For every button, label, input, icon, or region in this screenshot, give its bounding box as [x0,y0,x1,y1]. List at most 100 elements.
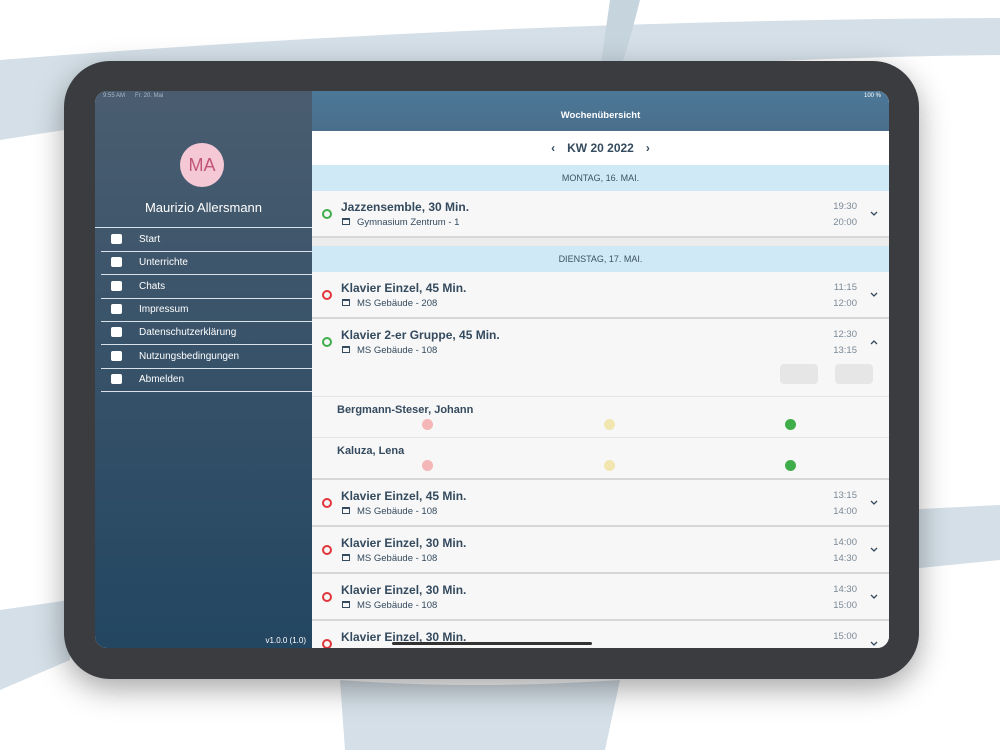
participant-name: Bergmann-Steser, Johann [337,404,474,416]
status-dot [322,592,332,602]
status-dot [322,290,332,300]
menu-item[interactable]: Datenschutzerklärung [101,321,312,346]
day-gap [312,238,889,246]
week-label: KW 20 2022 [567,141,634,155]
menu-item[interactable]: Start [101,228,312,252]
menu-label: Nutzungsbedingungen [139,350,240,362]
lesson-title: Jazzensemble, 30 Min. [341,200,470,214]
menu-item[interactable]: Abmelden [101,368,312,392]
house-icon [342,507,350,514]
expand-chevron[interactable] [869,639,879,648]
menu-item[interactable]: Nutzungsbedingungen [101,345,312,369]
main: Wochenübersicht 100 % ‹ KW 20 2022 › MONTA… [312,91,889,648]
start-time: 11:15 [833,282,857,293]
lesson-head: Klavier Einzel, 30 Min. 15:00 [312,621,889,648]
lesson-head: Klavier Einzel, 30 Min. MS Gebäude - 108 1… [312,574,889,619]
lesson-head: Klavier Einzel, 30 Min. MS Gebäude - 108 1… [312,527,889,572]
attendance-option[interactable] [422,419,433,430]
lesson-head: Jazzensemble, 30 Min. Gymnasium Zentrum -… [312,191,889,236]
home-indicator [392,642,592,645]
menu-label: Chats [139,280,166,292]
menu-item[interactable]: Chats [101,275,312,299]
menu-item[interactable]: Impressum [101,298,312,322]
expand-chevron[interactable] [869,592,879,602]
status-dot [322,498,332,508]
lesson[interactable]: Klavier Einzel, 30 Min. MS Gebäude - 108 1… [312,527,889,574]
menu-icon [111,234,122,244]
expand-chevron[interactable] [869,290,879,300]
start-time: 14:00 [833,537,857,548]
menu: Start Unterrichte Chats Impressum Datenschut… [95,227,312,392]
user-name: Maurizio Allersmann [144,200,263,215]
status-dot [322,639,332,648]
group-button[interactable] [780,364,818,384]
next-week[interactable]: › [645,141,650,155]
battery: 100 % [863,93,881,99]
menu-label: Start [139,234,161,245]
menu-icon [111,257,122,268]
attendance-option[interactable] [785,419,796,430]
lesson-head: Klavier 2-er Gruppe, 45 Min. MS Gebäude -… [312,319,889,364]
lesson-title: Klavier Einzel, 30 Min. [341,583,467,597]
lesson-title: Klavier 2-er Gruppe, 45 Min. [341,328,500,342]
attendance-option[interactable] [604,460,615,471]
version: v1.0.0 (1.0) [265,636,306,645]
start-time: 14:30 [833,584,857,595]
menu-label: Impressum [139,303,189,315]
status-dot [322,337,332,347]
expand-chevron[interactable] [869,337,879,347]
menu-label: Datenschutzerklärung [139,327,237,339]
attendance-option[interactable] [604,419,615,430]
expand-chevron[interactable] [869,545,879,555]
lesson[interactable]: Klavier Einzel, 30 Min. MS Gebäude - 108 1… [312,574,889,621]
lesson[interactable]: Klavier Einzel, 45 Min. MS Gebäude - 208 1… [312,272,889,319]
lesson-head: Klavier Einzel, 45 Min. MS Gebäude - 208 1… [312,272,889,317]
screen: 9:55 AM Fr. 20. Mai MA Maurizio Allersma… [95,91,889,648]
status-time: 9:55 AM [103,93,126,99]
prev-week[interactable]: ‹ [551,141,556,155]
lesson[interactable]: Jazzensemble, 30 Min. Gymnasium Zentrum -… [312,191,889,238]
lesson-location: MS Gebäude - 108 [357,600,438,611]
nav-bar: Wochenübersicht [312,91,889,131]
menu-icon [111,327,122,338]
action-bar [312,364,889,396]
menu-icon [111,303,122,314]
end-time: 13:15 [833,345,857,356]
end-time: 12:00 [833,298,857,309]
start-time: 15:00 [833,631,857,642]
lesson-location: MS Gebäude - 108 [357,553,438,564]
start-time: 12:30 [833,329,857,340]
day-header: DIENSTAG, 17. MAI. [312,246,889,272]
lesson-title: Klavier Einzel, 45 Min. [341,281,467,295]
menu-item[interactable]: Unterrichte [101,251,312,276]
chat-button[interactable] [835,364,873,384]
house-icon [342,299,350,306]
menu-icon [111,350,122,361]
attendance-option[interactable] [422,460,433,471]
sidebar: 9:55 AM Fr. 20. Mai MA Maurizio Allersma… [95,91,312,648]
lesson[interactable]: Klavier Einzel, 45 Min. MS Gebäude - 108 1… [312,480,889,527]
lesson[interactable]: Klavier 2-er Gruppe, 45 Min. MS Gebäude -… [312,319,889,480]
nav-title: Wochenübersicht [560,110,641,121]
expand-chevron[interactable] [869,498,879,508]
expand-chevron[interactable] [869,209,879,219]
end-time: 20:00 [833,217,857,228]
day-header: MONTAG, 16. MAI. [312,165,889,191]
end-time: 15:00 [833,600,857,611]
status-dot [322,209,332,219]
end-time: 14:30 [833,553,857,564]
attendance-option[interactable] [785,460,796,471]
lesson-location: MS Gebäude - 108 [357,506,438,517]
house-icon [342,346,350,353]
house-icon [342,554,350,561]
house-icon [342,601,350,608]
lesson-title: Klavier Einzel, 30 Min. [341,630,467,644]
lesson-head: Klavier Einzel, 45 Min. MS Gebäude - 108 1… [312,480,889,525]
lesson-title: Klavier Einzel, 45 Min. [341,489,467,503]
menu-label: Unterrichte [139,257,188,269]
house-icon [342,218,350,225]
lesson-list: MONTAG, 16. MAI. Jazzensemble, 30 Min. Gym… [312,165,889,648]
